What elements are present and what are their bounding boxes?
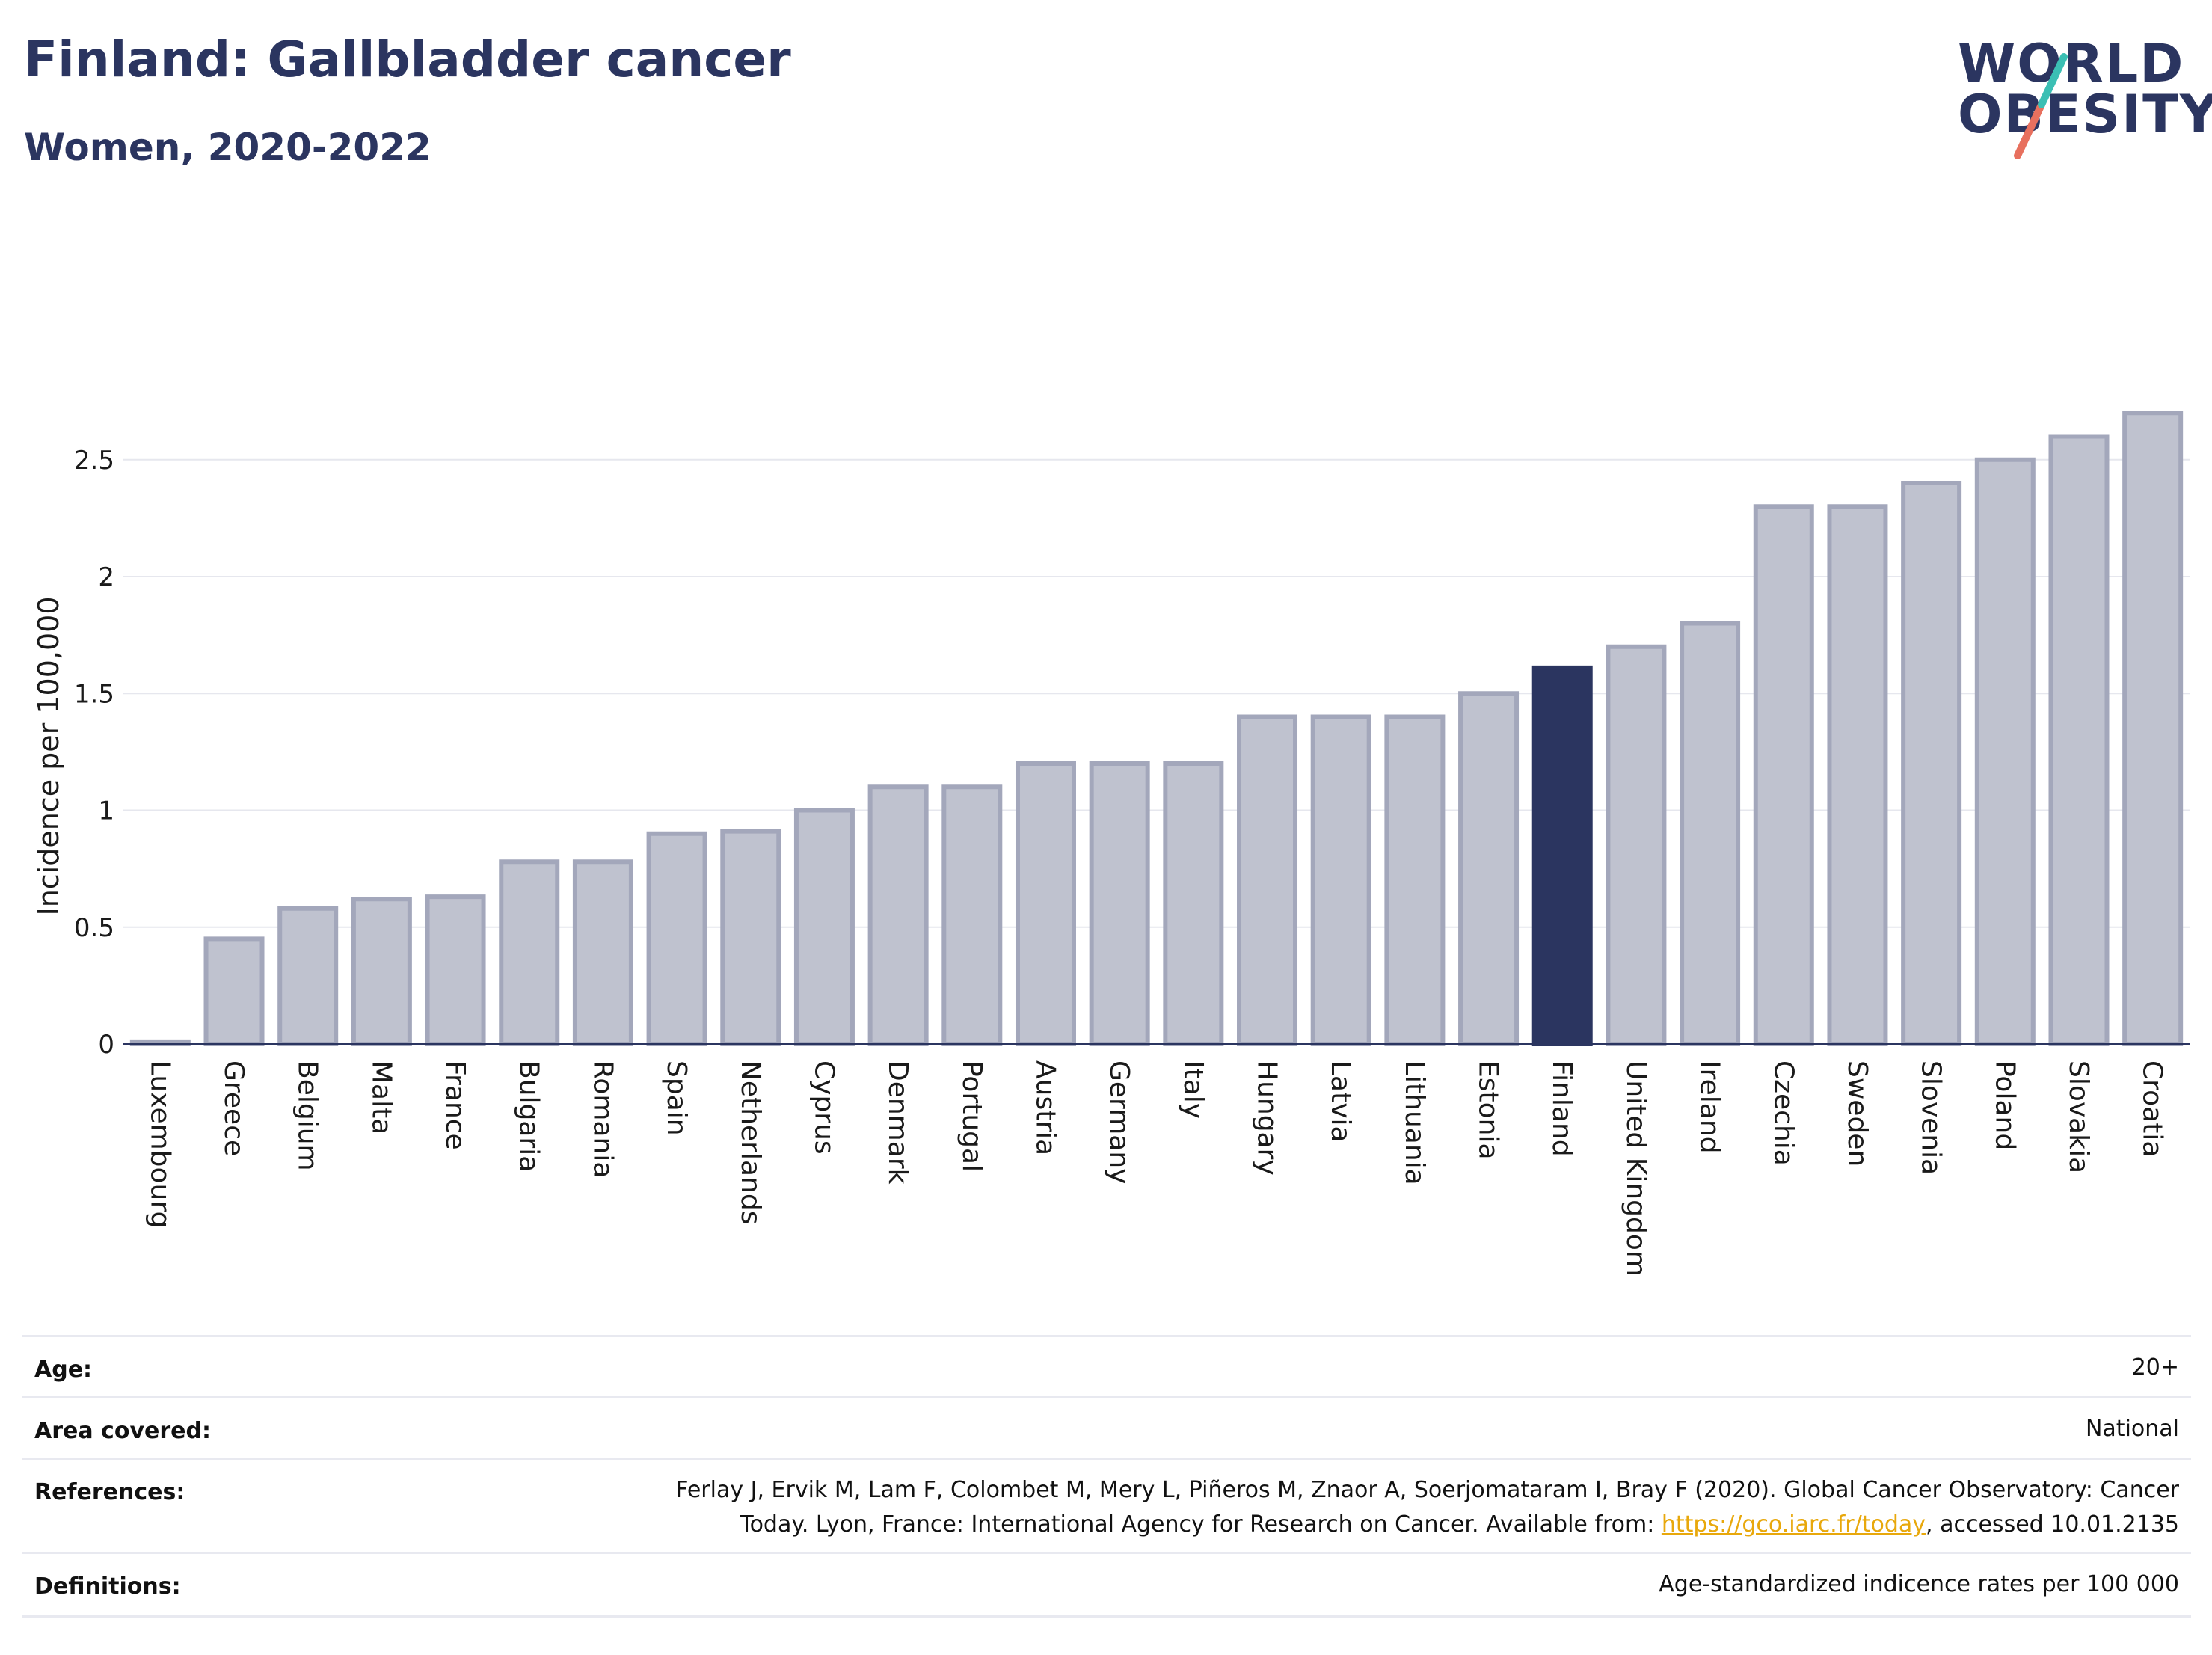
bar-czechia (1753, 504, 1814, 1046)
bar-netherlands (720, 829, 781, 1046)
y-tick-label: 1 (98, 796, 114, 826)
age-label: Age: (34, 1357, 93, 1383)
x-tick-labels: Luxembourg Greece Belgium Malta France Bulgar… (144, 1060, 2167, 1277)
x-tick-label: Latvia (1325, 1060, 1356, 1143)
bar-france (425, 894, 486, 1046)
y-tick-label: 2.5 (74, 446, 114, 476)
x-tick-label: France (440, 1060, 470, 1150)
bar-croatia (2122, 411, 2184, 1046)
x-tick-label: Hungary (1252, 1060, 1282, 1176)
x-tick-label: Estonia (1473, 1060, 1504, 1160)
x-tick-label: Luxembourg (144, 1060, 175, 1228)
x-tick-label: Sweden (1842, 1060, 1872, 1167)
bar-hungary (1237, 714, 1298, 1046)
y-axis-label: Incidence per 100,000 (32, 596, 65, 915)
bar-portugal (941, 784, 1003, 1046)
bar-ireland (1680, 621, 1741, 1046)
references-value: Ferlay J, Ervik M, Lam F, Colombet M, Me… (675, 1473, 2179, 1542)
logo-text-line1: WORLD (1958, 33, 2185, 94)
references-line1: Ferlay J, Ervik M, Lam F, Colombet M, Me… (675, 1477, 2179, 1503)
y-tick-label: 1.5 (74, 679, 114, 709)
bar-poland (1974, 457, 2036, 1046)
y-tick-label: 0 (98, 1030, 114, 1060)
bar-united-kingdom (1606, 644, 1667, 1046)
bar-italy (1163, 761, 1224, 1046)
bar-slovenia (1901, 481, 1962, 1046)
info-row-definitions: Definitions: Age-standardized indicence … (22, 1552, 2191, 1618)
area-value: National (2085, 1416, 2179, 1442)
bar-germany (1089, 761, 1150, 1046)
x-tick-label: Netherlands (735, 1060, 766, 1224)
bars (129, 411, 2184, 1046)
bar-finland (1531, 665, 1593, 1046)
x-tick-label: Czechia (1768, 1060, 1798, 1166)
x-tick-label: Denmark (882, 1060, 913, 1185)
x-tick-label: Germany (1104, 1060, 1134, 1184)
bar-belgium (277, 906, 339, 1046)
x-tick-label: Ireland (1695, 1060, 1725, 1154)
x-tick-label: Belgium (292, 1060, 323, 1171)
logo-text-line2: OBESITY (1958, 84, 2212, 145)
x-tick-label: Lithuania (1399, 1060, 1430, 1185)
bar-slovakia (2048, 434, 2110, 1046)
definitions-label: Definitions: (34, 1573, 181, 1600)
x-tick-label: Portugal (956, 1060, 987, 1172)
bar-spain (646, 831, 707, 1046)
x-tick-label: Spain (661, 1060, 692, 1136)
references-line2-pre: Today. Lyon, France: International Agenc… (740, 1511, 1662, 1538)
y-tick-labels: 0 0.5 1 1.5 2 2.5 (74, 446, 114, 1060)
bar-chart: 0 0.5 1 1.5 2 2.5 Luxembourg Greece Belgium Malt… (32, 411, 2190, 1277)
bar-latvia (1310, 714, 1371, 1046)
references-label: References: (34, 1479, 185, 1505)
bar-lithuania (1384, 714, 1446, 1046)
x-tick-label: United Kingdom (1620, 1060, 1651, 1277)
x-tick-label: Italy (1178, 1060, 1208, 1119)
definitions-value: Age-standardized indicence rates per 100… (1659, 1571, 2179, 1597)
bar-malta (351, 897, 412, 1046)
bar-romania (572, 859, 633, 1046)
bar-greece (203, 936, 265, 1046)
x-tick-label: Malta (366, 1060, 396, 1134)
age-value: 20+ (2131, 1354, 2179, 1381)
x-tick-label: Greece (218, 1060, 249, 1156)
x-tick-label: Slovenia (1916, 1060, 1947, 1175)
x-tick-label: Poland (1989, 1060, 2020, 1150)
info-row-area: Area covered: National (22, 1396, 2191, 1460)
x-tick-label: Cyprus (808, 1060, 839, 1155)
x-tick-label: Bulgaria (514, 1060, 544, 1172)
bar-cyprus (793, 808, 855, 1046)
bar-austria (1015, 761, 1076, 1046)
y-tick-label: 0.5 (74, 913, 114, 943)
references-line2: Today. Lyon, France: International Agenc… (675, 1508, 2179, 1542)
chart-title: Finland: Gallbladder cancer (24, 31, 791, 88)
area-label: Area covered: (34, 1418, 211, 1444)
logo-slash-icon (2014, 53, 2068, 159)
bar-bulgaria (499, 859, 560, 1046)
references-link[interactable]: https://gco.iarc.fr/today (1661, 1511, 1926, 1538)
y-tick-label: 2 (98, 562, 114, 592)
x-tick-label: Slovakia (2063, 1060, 2094, 1173)
bar-sweden (1827, 504, 1888, 1046)
world-obesity-logo: WORLD OBESITY (1952, 30, 2212, 165)
info-row-age: Age: 20+ (22, 1335, 2191, 1398)
bar-denmark (867, 784, 929, 1046)
x-tick-label: Croatia (2137, 1060, 2168, 1157)
chart-subtitle: Women, 2020-2022 (24, 126, 431, 169)
x-tick-label: Austria (1030, 1060, 1060, 1155)
references-line2-post: , accessed 10.01.2135 (1926, 1511, 2179, 1538)
x-tick-label: Finland (1546, 1060, 1577, 1157)
bar-estonia (1458, 691, 1520, 1046)
info-row-references: References: Ferlay J, Ervik M, Lam F, Co… (22, 1458, 2191, 1554)
x-tick-label: Romania (587, 1060, 618, 1178)
